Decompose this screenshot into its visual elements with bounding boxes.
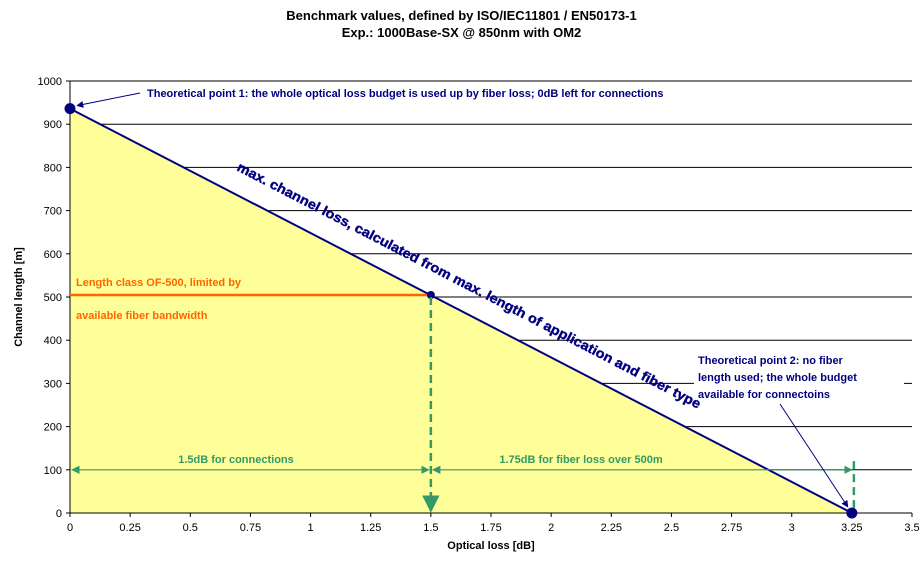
y-tick-label: 300: [44, 378, 62, 390]
y-tick-label: 900: [44, 119, 62, 131]
label-bg: [150, 450, 320, 467]
y-tick-label: 0: [56, 508, 62, 520]
label-fiber-loss: 1.75dB for fiber loss over 500m: [499, 454, 662, 466]
x-tick-label: 1.75: [480, 522, 501, 534]
y-tick-label: 1000: [38, 76, 62, 88]
data-point: [846, 507, 858, 519]
label-connections: 1.5dB for connections: [178, 454, 294, 466]
label-point-2-line-2: length used; the whole budget: [698, 372, 857, 384]
x-tick-label: 2.25: [601, 522, 622, 534]
label-point-2-line-3: available for connectoins: [698, 389, 830, 401]
y-tick-label: 100: [44, 465, 62, 477]
x-tick-label: 2.5: [664, 522, 679, 534]
x-tick-label: 2: [548, 522, 554, 534]
chart-title: Benchmark values, defined by ISO/IEC1180…: [286, 8, 637, 23]
y-axis-title: Channel length [m]: [13, 247, 25, 347]
label-bg: [694, 350, 904, 402]
x-tick-label: 1: [308, 522, 314, 534]
x-tick-label: 3: [789, 522, 795, 534]
label-point-1: Theoretical point 1: the whole optical l…: [147, 88, 663, 100]
x-tick-label: 3.5: [904, 522, 919, 534]
chart-subtitle: Exp.: 1000Base-SX @ 850nm with OM2: [341, 25, 582, 40]
x-tick-label: 1.5: [423, 522, 438, 534]
x-tick-label: 0.25: [119, 522, 140, 534]
tick-labels: 0 100 200 300 400 500 600 700 800 900 1000 0 0.25 0.5…: [13, 76, 920, 552]
label-length-class-1: Length class OF-500, limited by: [76, 277, 242, 289]
x-tick-label: 0.5: [183, 522, 198, 534]
label-length-class-2: available fiber bandwidth: [76, 310, 208, 322]
x-tick-label: 0.75: [240, 522, 261, 534]
x-tick-label: 0: [67, 522, 73, 534]
arrow-point-2: [779, 403, 849, 508]
x-tick-label: 2.75: [721, 522, 742, 534]
y-tick-label: 600: [44, 249, 62, 261]
y-tick-label: 400: [44, 335, 62, 347]
y-tick-label: 700: [44, 206, 62, 218]
x-axis-title: Optical loss [dB]: [447, 540, 535, 552]
series-line-max-channel-loss: [69, 107, 853, 514]
label-point-2-line-1: Theoretical point 2: no fiber: [698, 355, 844, 367]
y-tick-label: 500: [44, 292, 62, 304]
data-point: [64, 103, 76, 115]
data-point: [426, 291, 435, 299]
arrow-point-1: [76, 92, 141, 108]
x-tick-label: 3.25: [841, 522, 862, 534]
x-tick-label: 1.25: [360, 522, 381, 534]
y-tick-label: 200: [44, 422, 62, 434]
chart-marks: [64, 103, 858, 519]
y-tick-label: 800: [44, 162, 62, 174]
